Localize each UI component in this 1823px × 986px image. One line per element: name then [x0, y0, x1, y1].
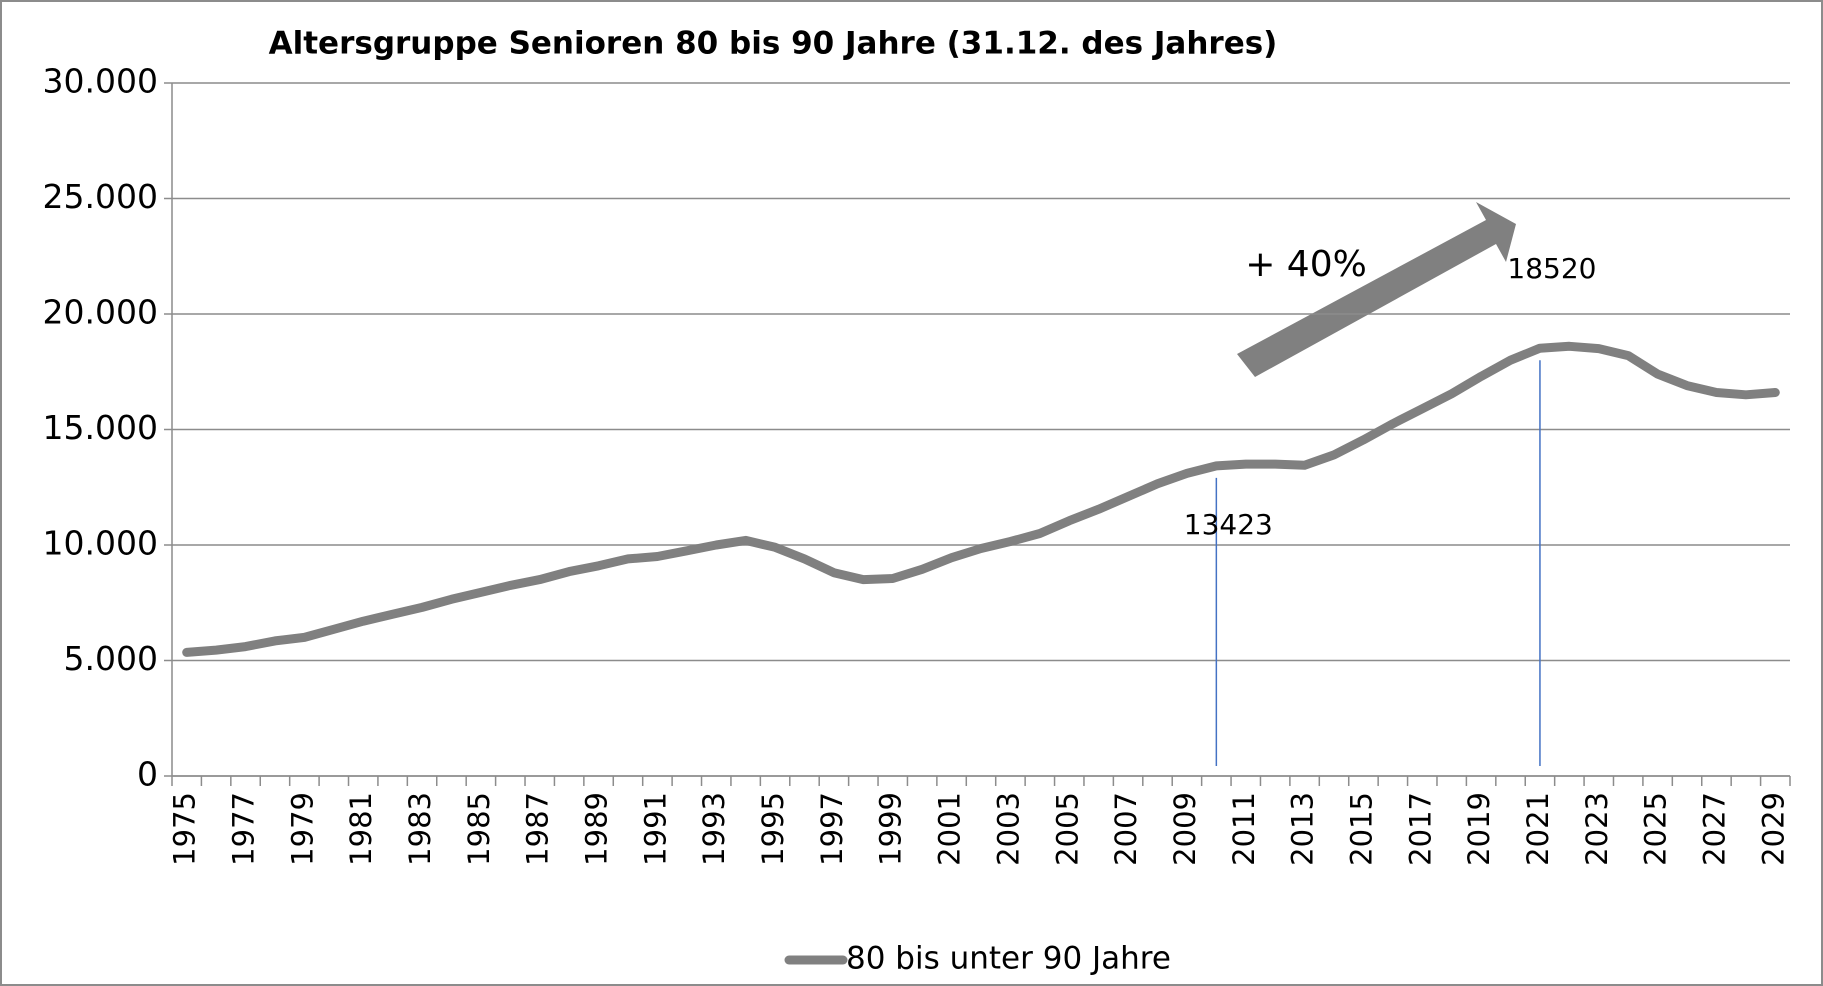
y-tick-label: 0 [137, 755, 158, 794]
x-tick-label: 1979 [285, 792, 319, 866]
x-tick-label: 1989 [580, 792, 614, 866]
x-tick-label: 1999 [874, 792, 908, 866]
x-tick-label: 2007 [1109, 792, 1143, 866]
x-tick-label: 2009 [1168, 792, 1202, 866]
data-label: 18520 [1507, 252, 1596, 285]
annotation: + 40% [1245, 244, 1367, 285]
x-tick-label: 2017 [1403, 792, 1437, 866]
x-tick-label: 2029 [1756, 792, 1790, 866]
y-tick-label: 10.000 [43, 524, 158, 563]
y-tick-label: 20.000 [43, 293, 158, 332]
x-tick-label: 2023 [1580, 792, 1614, 866]
x-tick-label: 1985 [462, 792, 496, 866]
x-tick-label: 2001 [933, 792, 967, 866]
x-tick-label: 2005 [1050, 792, 1084, 866]
x-tick-label: 2013 [1286, 792, 1320, 866]
y-tick-label: 5.000 [64, 639, 158, 678]
x-tick-label: 2019 [1462, 792, 1496, 866]
y-tick-label: 25.000 [43, 177, 158, 216]
x-tick-label: 1997 [815, 792, 849, 866]
trend-arrow [1237, 202, 1516, 377]
x-tick-label: 2003 [991, 792, 1025, 866]
x-tick-label: 1995 [756, 792, 790, 866]
x-tick-label: 2015 [1344, 792, 1378, 866]
x-tick-label: 1983 [403, 792, 437, 866]
x-tick-label: 2027 [1697, 792, 1731, 866]
x-tick-label: 1977 [227, 792, 261, 866]
series-line [182, 341, 1780, 657]
x-tick-label: 2021 [1521, 792, 1555, 866]
x-tick-label: 1981 [344, 792, 378, 866]
legend-label: 80 bis unter 90 Jahre [846, 941, 1171, 977]
x-tick-label: 2011 [1227, 792, 1261, 866]
data-label: 13423 [1184, 508, 1273, 541]
x-tick-label: 1993 [697, 792, 731, 866]
x-tick-label: 2025 [1639, 792, 1673, 866]
x-tick-label: 1991 [638, 792, 672, 866]
chart-title: Altersgruppe Senioren 80 bis 90 Jahre (3… [269, 26, 1278, 62]
x-tick-label: 1975 [168, 792, 202, 866]
y-tick-label: 15.000 [43, 408, 158, 447]
x-tick-label: 1987 [521, 792, 555, 866]
y-tick-label: 30.000 [43, 62, 158, 101]
